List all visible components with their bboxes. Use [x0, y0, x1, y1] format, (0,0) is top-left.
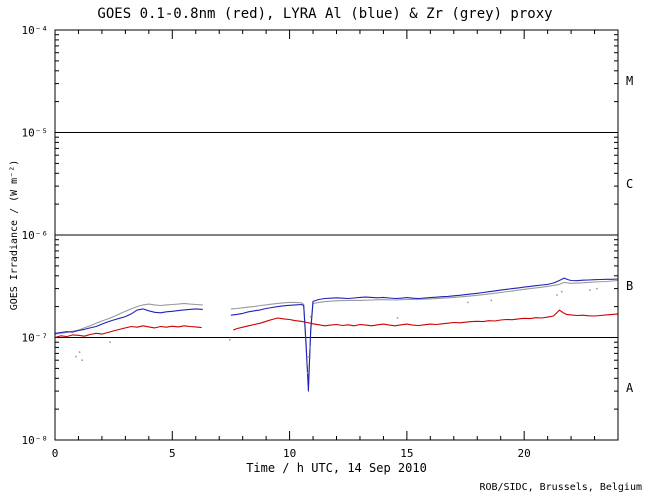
svg-text:10⁻⁸: 10⁻⁸ — [22, 434, 49, 447]
svg-text:10⁻⁷: 10⁻⁷ — [22, 332, 49, 345]
svg-text:10⁻⁴: 10⁻⁴ — [22, 24, 49, 37]
svg-text:10: 10 — [283, 447, 296, 460]
credit-text: ROB/SIDC, Brussels, Belgium — [479, 482, 642, 493]
svg-text:10⁻⁵: 10⁻⁵ — [22, 127, 49, 140]
x-axis-label: Time / h UTC, 14 Sep 2010 — [246, 461, 427, 475]
svg-text:10⁻⁶: 10⁻⁶ — [22, 229, 49, 242]
flare-class-label-a: A — [626, 381, 634, 395]
svg-text:15: 15 — [400, 447, 413, 460]
svg-text:0: 0 — [52, 447, 59, 460]
svg-text:5: 5 — [169, 447, 176, 460]
flare-class-label-b: B — [626, 279, 634, 293]
chart-title: GOES 0.1-0.8nm (red), LYRA Al (blue) & Z… — [97, 6, 553, 22]
flare-class-label-c: C — [626, 177, 634, 191]
svg-text:20: 20 — [518, 447, 531, 460]
flare-class-label-m: M — [626, 74, 634, 88]
